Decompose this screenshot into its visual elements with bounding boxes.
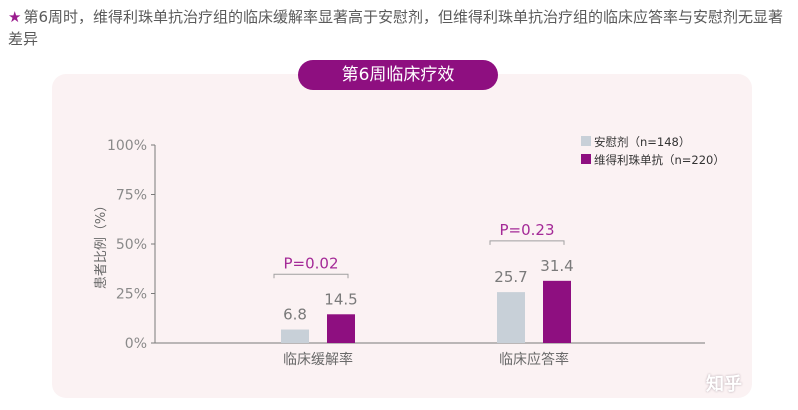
p-value-label: P=0.02 [283,254,338,272]
intro-sentence: 第6周时，维得利珠单抗治疗组的临床缓解率显著高于安慰剂，但维得利珠单抗治疗组的临… [8,8,784,48]
legend-label: 维得利珠单抗（n=220） [594,153,725,167]
p-value-label: P=0.23 [499,221,554,239]
y-axis-label: 患者比例（%） [94,199,109,289]
x-tick-label: 临床缓解率 [283,351,353,368]
y-tick-label: 75% [116,188,147,204]
intro-text: ★ 第6周时，维得利珠单抗治疗组的临床缓解率显著高于安慰剂，但维得利珠单抗治疗组的… [8,6,792,50]
y-tick-label: 0% [125,336,147,352]
bar [543,280,571,343]
chart-card [52,74,752,398]
chart-title: 第6周临床疗效 [298,60,498,90]
y-tick-label: 25% [116,287,147,303]
legend-label: 安慰剂（n=148） [594,135,690,149]
data-label: 31.4 [540,257,573,275]
watermark: 知乎 [706,374,742,395]
data-label: 6.8 [283,306,307,324]
data-label: 25.7 [494,268,527,286]
star-icon: ★ [8,8,22,26]
x-tick-label: 临床应答率 [499,351,569,368]
significance-bracket [273,273,349,279]
significance-bracket [489,240,565,245]
bar [497,292,525,343]
legend-swatch [581,136,591,146]
legend-swatch [581,154,591,164]
data-label: 14.5 [324,290,357,308]
bar [281,329,309,343]
y-tick-label: 50% [116,237,147,253]
bar [327,314,355,343]
y-tick-label: 100% [107,138,147,154]
